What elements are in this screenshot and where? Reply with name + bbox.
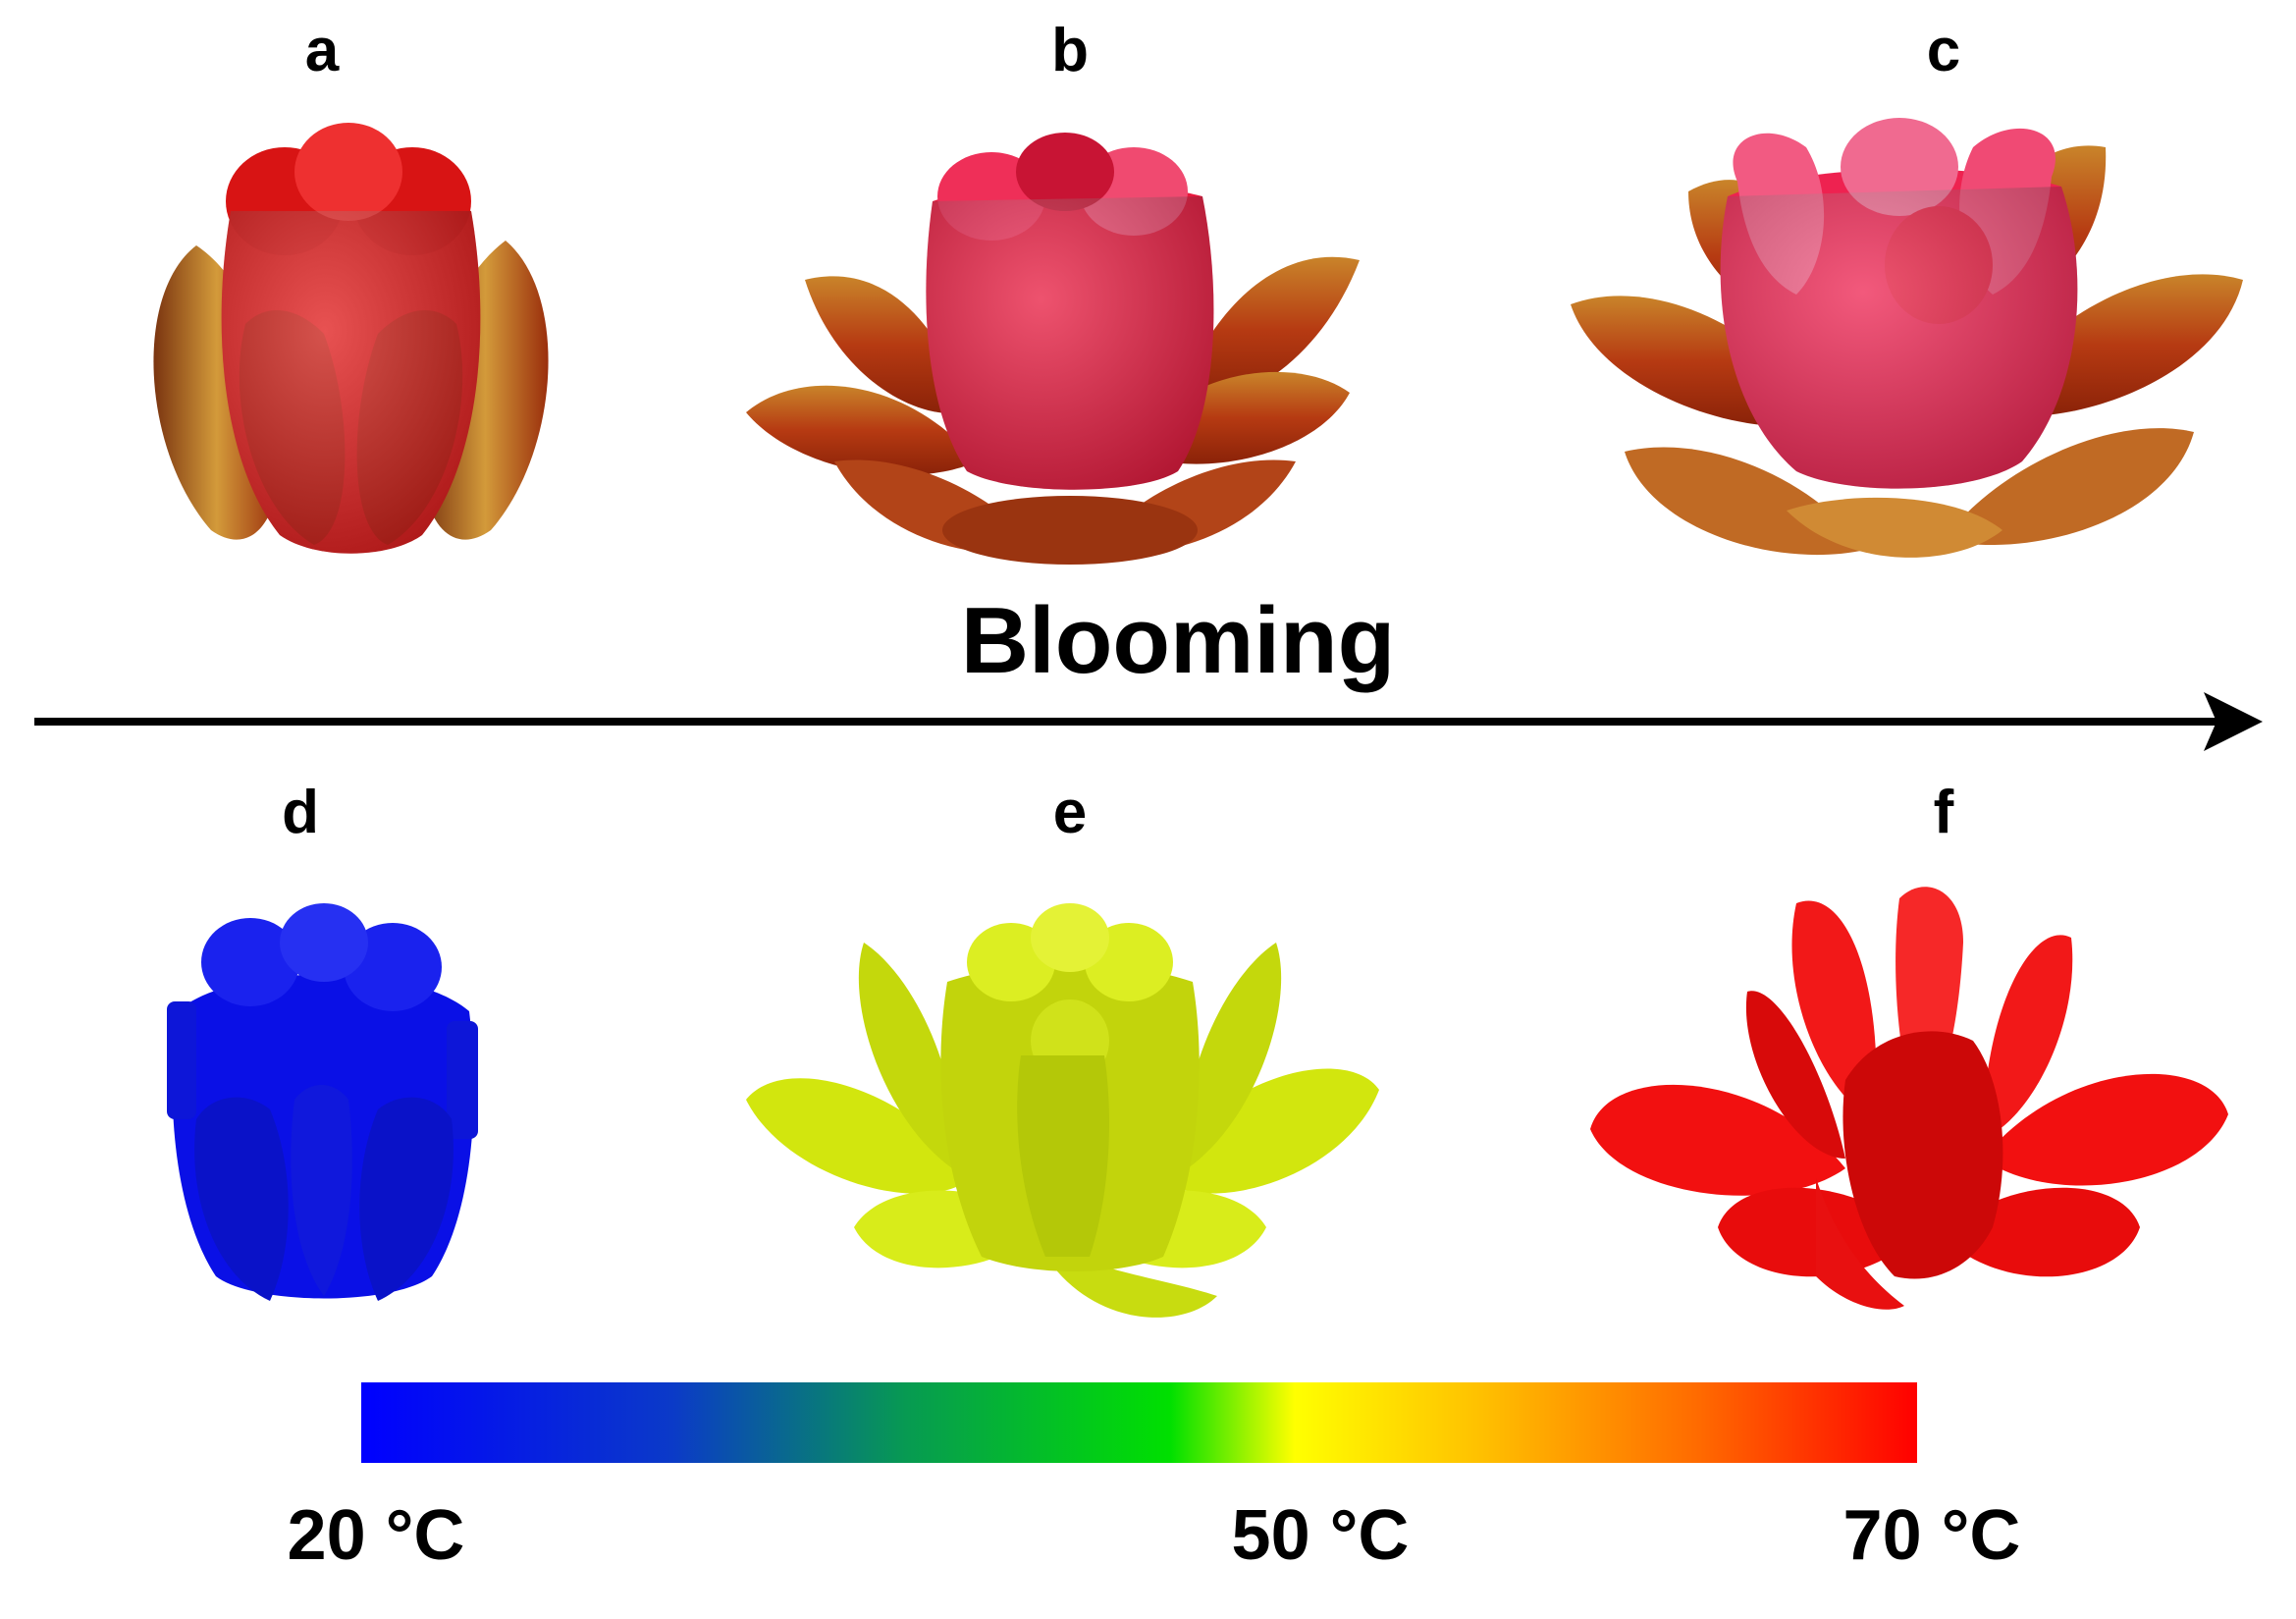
- colorbar-label-50: 50 °C: [1232, 1496, 1410, 1575]
- panel-label-a: a: [305, 17, 340, 84]
- flower-simulation-half-open: [746, 903, 1379, 1318]
- panel-label-c: c: [1927, 17, 1960, 84]
- blooming-label: Blooming: [961, 588, 1396, 693]
- colorbar-label-70: 70 °C: [1843, 1496, 2021, 1575]
- blooming-arrow: [34, 692, 2263, 751]
- panel-label-e: e: [1053, 779, 1087, 846]
- flower-photo-closed: [153, 123, 549, 554]
- flower-simulation-closed: [167, 903, 478, 1301]
- panel-label-b: b: [1051, 17, 1089, 84]
- temperature-colorbar: [361, 1382, 1917, 1463]
- flower-simulation-open: [1590, 887, 2228, 1310]
- flower-photo-half-open: [746, 133, 1360, 565]
- panel-label-f: f: [1934, 779, 1954, 846]
- colorbar-label-20: 20 °C: [288, 1496, 465, 1575]
- flower-photo-open: [1571, 118, 2243, 558]
- panel-label-d: d: [282, 779, 319, 846]
